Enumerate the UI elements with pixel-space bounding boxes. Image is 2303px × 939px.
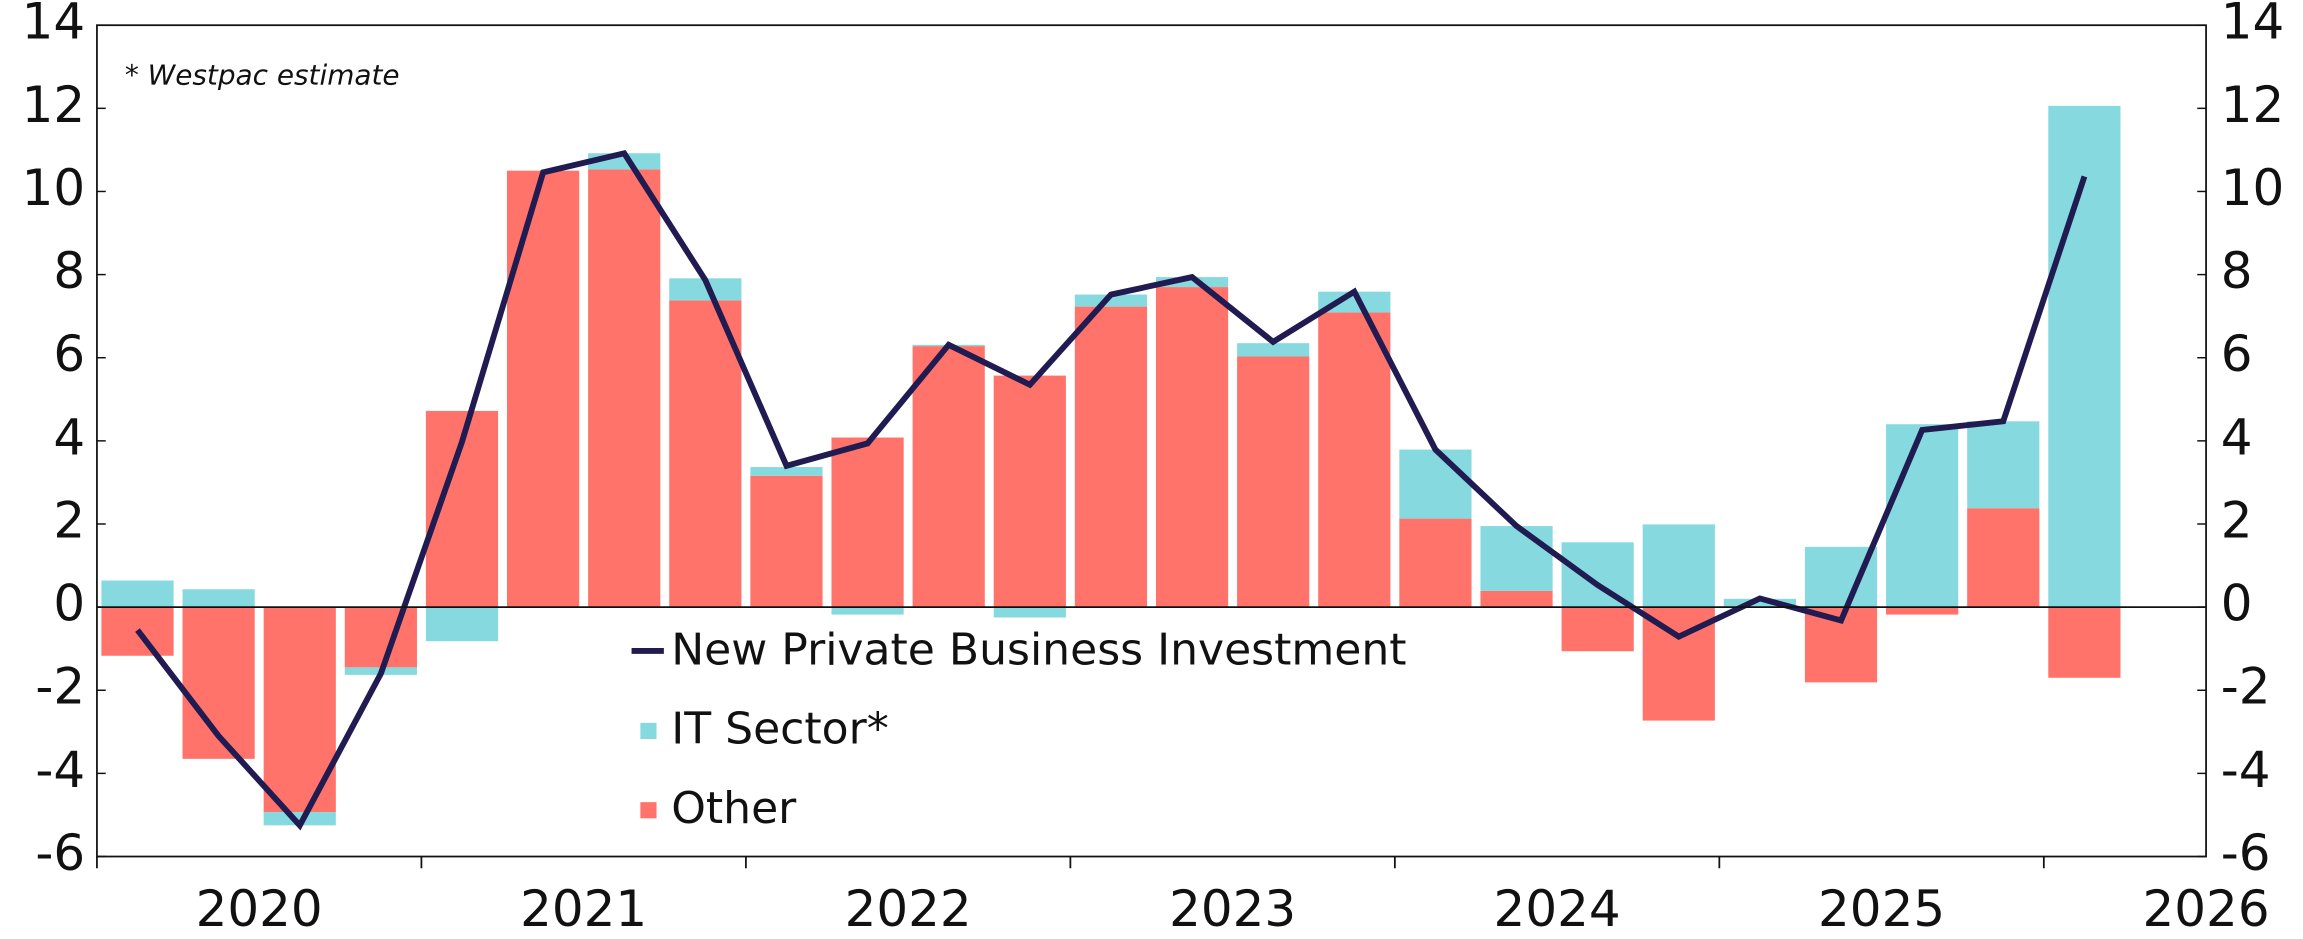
y2-tick-label: 6 xyxy=(2221,325,2253,383)
y2-tick-label: 8 xyxy=(2221,242,2253,300)
bar-segment xyxy=(1318,291,1391,313)
bar-segment xyxy=(2048,105,2121,608)
bar-segment xyxy=(1480,590,1553,608)
bar-segment xyxy=(182,589,255,608)
y2-tick-label: 10 xyxy=(2221,159,2285,217)
bar-segment xyxy=(1561,542,1634,608)
y2-tick-label: 14 xyxy=(2221,0,2285,51)
bar-segment xyxy=(588,169,661,608)
x-tick-label: 2021 xyxy=(520,880,647,938)
bar-segment xyxy=(344,607,417,668)
y-tick-label: -4 xyxy=(35,741,85,799)
y-tick-label: 0 xyxy=(53,575,85,633)
y2-tick-label: 2 xyxy=(2221,491,2253,549)
y-tick-label: 4 xyxy=(53,408,85,466)
y2-tick-label: 0 xyxy=(2221,575,2253,633)
bar-segment xyxy=(1723,598,1796,608)
x-tick-label: 2025 xyxy=(1818,880,1945,938)
y2-tick-label: 4 xyxy=(2221,408,2253,466)
bar-segment xyxy=(263,812,336,826)
bar-segment xyxy=(993,375,1066,608)
bar-segment xyxy=(1561,607,1634,652)
bar-segment xyxy=(831,437,904,608)
bar-segment xyxy=(1886,607,1959,615)
bar-segment xyxy=(1967,421,2040,509)
bar-segment xyxy=(669,278,742,301)
bar-segment xyxy=(912,346,985,608)
y-tick-label: 2 xyxy=(53,491,85,549)
bar-segment xyxy=(1642,524,1715,608)
bar-segment xyxy=(1480,526,1553,591)
y-tick-label: 10 xyxy=(22,159,86,217)
y2-tick-label: -6 xyxy=(2221,824,2271,882)
bar-segment xyxy=(1318,312,1391,608)
plot-frame xyxy=(96,24,2207,858)
bar-segment xyxy=(1399,518,1472,608)
legend-label: Other xyxy=(671,783,797,834)
x-tick-label: 2023 xyxy=(1169,880,1296,938)
legend-swatch xyxy=(640,722,657,740)
annotation: * Westpac estimate xyxy=(125,59,400,92)
bar-segment xyxy=(1155,287,1229,608)
y-tick-label: 6 xyxy=(53,325,85,383)
bar-segment xyxy=(2048,607,2121,678)
y2-tick-label: -2 xyxy=(2221,658,2271,716)
bar-segment xyxy=(1074,294,1148,307)
y-tick-label: 12 xyxy=(22,76,86,134)
bar-segment xyxy=(1237,343,1310,357)
y-tick-label: 14 xyxy=(22,0,86,51)
legend-label: IT Sector* xyxy=(671,704,889,755)
y-tick-label: -6 xyxy=(35,824,85,882)
bar-segment xyxy=(1155,277,1229,288)
x-tick-label: 2022 xyxy=(845,880,972,938)
bar-segment xyxy=(1399,449,1472,519)
legend-label: New Private Business Investment xyxy=(671,624,1406,675)
bar-segment xyxy=(1074,306,1148,608)
bar-segment xyxy=(101,580,174,608)
bar-segment xyxy=(1886,424,1959,608)
legend-swatch xyxy=(640,802,657,819)
bar-segment xyxy=(669,300,742,608)
bar-segment xyxy=(750,475,823,608)
line xyxy=(135,149,2088,831)
bar-segment xyxy=(1967,508,2040,608)
bar-segment xyxy=(993,607,1066,618)
x-tick-label: 2024 xyxy=(1494,880,1621,938)
bar-segment xyxy=(750,467,823,476)
y2-tick-label: -4 xyxy=(2221,741,2271,799)
bar-segment xyxy=(425,607,499,642)
bar-segment xyxy=(1237,356,1310,608)
y-tick-label: 8 xyxy=(53,242,85,300)
x-tick-label: 2020 xyxy=(196,880,323,938)
bar-segment xyxy=(831,607,904,615)
y2-tick-label: 12 xyxy=(2221,76,2285,134)
y-tick-label: -2 xyxy=(35,658,85,716)
bar-segment xyxy=(507,170,580,608)
x-tick-label: 2026 xyxy=(2143,880,2270,938)
